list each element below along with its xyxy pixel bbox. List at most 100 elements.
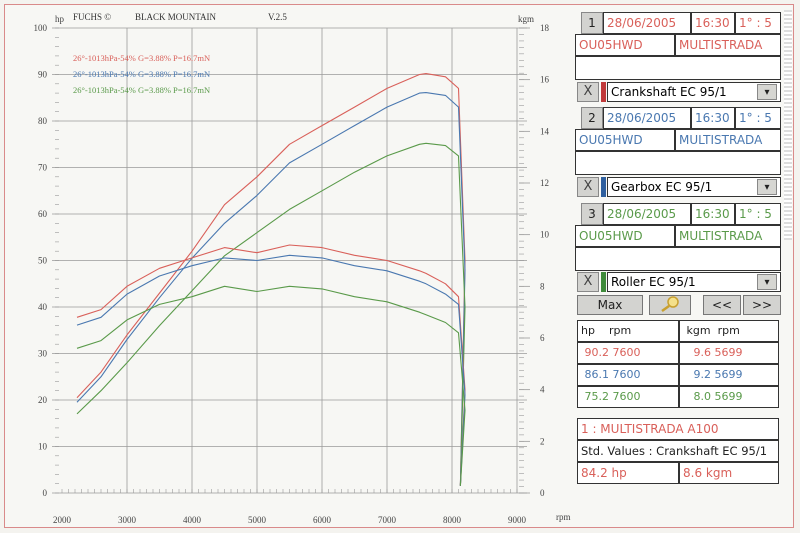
- vertical-scrollbar[interactable]: [784, 10, 792, 240]
- svg-text:4: 4: [540, 385, 545, 395]
- run-3-number-button[interactable]: 3: [581, 203, 603, 225]
- peak-2-hp: 86.1: [584, 368, 610, 381]
- peak-2-kgm: 9.2: [693, 368, 712, 381]
- svg-text:0: 0: [540, 488, 545, 498]
- peak-1-hp-rpm: 7600: [612, 346, 641, 359]
- peaks-header-rpm: rpm: [608, 324, 632, 337]
- peak-1-hp: 90.2: [584, 346, 610, 359]
- svg-text:10: 10: [38, 442, 48, 452]
- peak-row-2-power: 86.1 7600: [577, 364, 679, 386]
- peak-1-kgm: 9.6: [693, 346, 712, 359]
- summary-std-values: Std. Values : Crankshaft EC 95/1: [577, 440, 779, 462]
- svg-text:30: 30: [38, 349, 48, 359]
- run-2-plate: OU05HWD: [575, 129, 675, 151]
- max-button[interactable]: Max: [577, 295, 643, 315]
- svg-text:16: 16: [540, 75, 550, 85]
- svg-text:4000: 4000: [183, 515, 202, 525]
- left-axis-unit: hp: [55, 14, 64, 24]
- svg-text:80: 80: [38, 116, 48, 126]
- run-2-time: 16:30: [691, 107, 735, 129]
- summary-hp-value: 84.2 hp: [577, 462, 679, 484]
- version-label: V.2.5: [268, 12, 287, 22]
- previous-button[interactable]: <<: [703, 295, 741, 315]
- model-label: BLACK MOUNTAIN: [135, 12, 217, 22]
- run-2-color-swatch: [601, 177, 606, 197]
- run-1-model: MULTISTRADA: [675, 34, 781, 56]
- run-3-color-swatch: [601, 272, 606, 292]
- peaks-header-kgm: kgm: [686, 324, 711, 337]
- summary-title: 1 : MULTISTRADA A100: [577, 418, 779, 440]
- run-1-remove-button[interactable]: X: [577, 82, 599, 102]
- svg-text:2: 2: [540, 436, 545, 446]
- svg-text:40: 40: [38, 302, 48, 312]
- run-1-plate: OU05HWD: [575, 34, 675, 56]
- svg-text:90: 90: [38, 70, 48, 80]
- run-2-gear: 1° : 5: [735, 107, 781, 129]
- legend-run-1: 26°-1013hPa-54% G=3.88% P=16.7mN: [73, 53, 211, 63]
- run-1-time: 16:30: [691, 12, 735, 34]
- svg-text:12: 12: [540, 178, 549, 188]
- svg-text:0: 0: [43, 488, 48, 498]
- run-2-number-button[interactable]: 2: [581, 107, 603, 129]
- run-3-remove-button[interactable]: X: [577, 272, 599, 292]
- peak-row-3-power: 75.2 7600: [577, 386, 679, 408]
- run-2-measure-select[interactable]: Gearbox EC 95/1: [607, 177, 781, 197]
- run-3-dropdown-icon[interactable]: ▾: [757, 274, 777, 290]
- legend-run-3: 26°-1013hPa-54% G=3.88% P=16.7mN: [73, 85, 211, 95]
- svg-text:20: 20: [38, 395, 48, 405]
- svg-text:6: 6: [540, 333, 545, 343]
- run-1-color-swatch: [601, 82, 606, 102]
- run-1-gear: 1° : 5: [735, 12, 781, 34]
- run-1-dropdown-icon[interactable]: ▾: [757, 84, 777, 100]
- run-1-notes: [575, 56, 781, 80]
- run-3-date: 28/06/2005: [603, 203, 691, 225]
- run-1-number-button[interactable]: 1: [581, 12, 603, 34]
- run-3-notes: [575, 247, 781, 271]
- svg-text:9000: 9000: [508, 515, 527, 525]
- next-button[interactable]: >>: [743, 295, 781, 315]
- svg-text:100: 100: [34, 23, 48, 33]
- run-2-remove-button[interactable]: X: [577, 177, 599, 197]
- peak-row-2-torque: 9.2 5699: [679, 364, 779, 386]
- run-3-plate: OU05HWD: [575, 225, 675, 247]
- svg-text:50: 50: [38, 256, 48, 266]
- peak-1-kgm-rpm: 5699: [714, 346, 743, 359]
- legend-run-2: 26°-1013hPa-54% G=3.88% P=16.7mN: [73, 69, 211, 79]
- run-3-gear: 1° : 5: [735, 203, 781, 225]
- svg-text:6000: 6000: [313, 515, 332, 525]
- svg-text:8000: 8000: [443, 515, 462, 525]
- peaks-header-rpm2: rpm: [717, 324, 740, 337]
- svg-text:18: 18: [540, 23, 550, 33]
- right-axis-unit: kgm: [518, 14, 535, 24]
- peak-3-kgm: 8.0: [693, 390, 712, 403]
- run-3-time: 16:30: [691, 203, 735, 225]
- svg-text:7000: 7000: [378, 515, 397, 525]
- run-2-date: 28/06/2005: [603, 107, 691, 129]
- run-3-model: MULTISTRADA: [675, 225, 781, 247]
- svg-text:5000: 5000: [248, 515, 267, 525]
- zoom-button[interactable]: [649, 295, 691, 315]
- peaks-header-power: hp rpm: [577, 320, 679, 342]
- run-2-dropdown-icon[interactable]: ▾: [757, 179, 777, 195]
- svg-text:3000: 3000: [118, 515, 137, 525]
- run-3-measure-select[interactable]: Roller EC 95/1: [607, 272, 781, 292]
- svg-text:60: 60: [38, 209, 48, 219]
- peak-3-hp-rpm: 7600: [612, 390, 641, 403]
- summary-kgm-value: 8.6 kgm: [679, 462, 779, 484]
- svg-text:8: 8: [540, 281, 545, 291]
- run-2-model: MULTISTRADA: [675, 129, 781, 151]
- peaks-header-torque: kgm rpm: [679, 320, 779, 342]
- peak-2-kgm-rpm: 5699: [714, 368, 743, 381]
- peak-row-3-torque: 8.0 5699: [679, 386, 779, 408]
- run-2-notes: [575, 151, 781, 175]
- svg-text:10: 10: [540, 230, 550, 240]
- peaks-header-hp: hp: [581, 324, 595, 337]
- peak-row-1-torque: 9.6 5699: [679, 342, 779, 364]
- peak-3-hp: 75.2: [584, 390, 610, 403]
- peak-row-1-power: 90.2 7600: [577, 342, 679, 364]
- magnifier-icon: [661, 296, 679, 313]
- peak-2-hp-rpm: 7600: [612, 368, 641, 381]
- peak-3-kgm-rpm: 5699: [714, 390, 743, 403]
- run-1-measure-select[interactable]: Crankshaft EC 95/1: [607, 82, 781, 102]
- svg-text:14: 14: [540, 126, 550, 136]
